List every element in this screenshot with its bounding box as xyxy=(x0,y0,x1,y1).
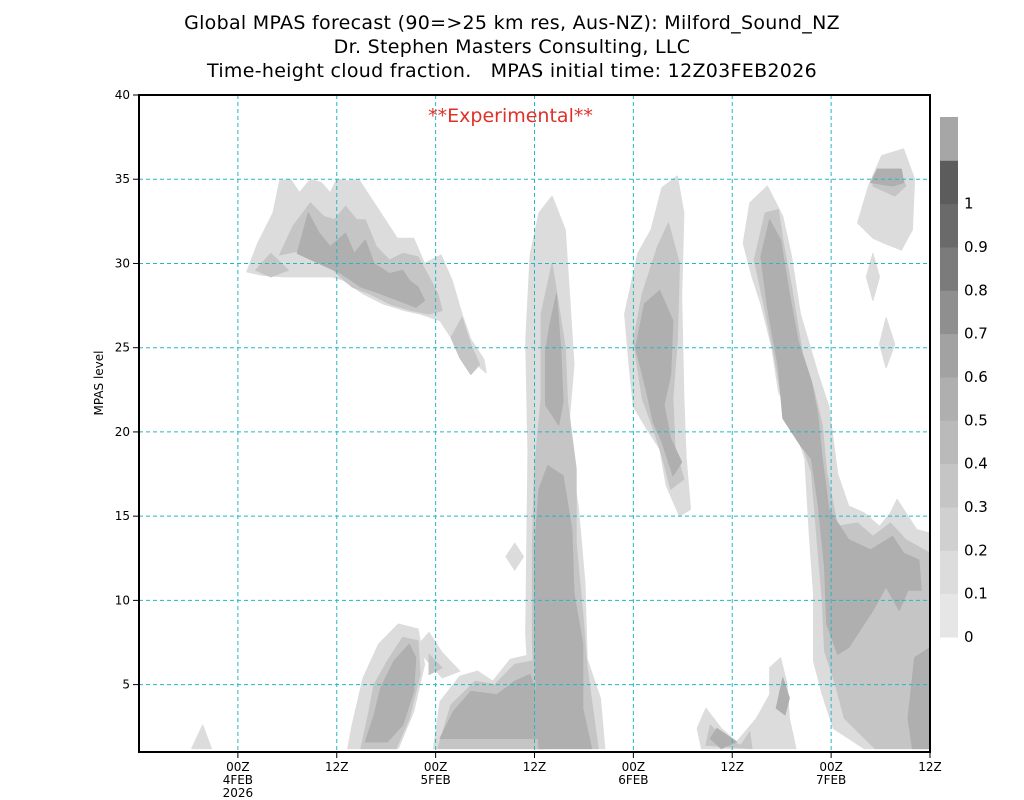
grid-lines xyxy=(139,95,930,752)
x-tick-label-6-1: 7FEB xyxy=(816,773,846,787)
cloud-region-1-0 xyxy=(255,252,289,278)
x-tick-label-0-0: 00Z xyxy=(226,760,250,774)
colorbar-label-10: 1 xyxy=(964,195,974,213)
y-tick-label-4: 25 xyxy=(115,341,130,355)
cloud-fraction-fill xyxy=(191,148,930,750)
colorbar-swatch-11 xyxy=(940,117,958,161)
cloud-region-2-9 xyxy=(907,647,930,750)
cloud-region-2-0 xyxy=(296,212,426,308)
x-tick-label-4-0: 00Z xyxy=(622,760,646,774)
colorbar-label-4: 0.4 xyxy=(964,455,988,473)
x-tick-label-6-0: 00Z xyxy=(819,760,843,774)
cloud-region-2-2 xyxy=(364,643,417,743)
colorbar-swatch-10 xyxy=(940,160,958,205)
y-tick-label-3: 20 xyxy=(115,425,130,439)
y-tick-label-2: 15 xyxy=(115,509,130,523)
y-tick-label-1: 10 xyxy=(115,593,130,607)
y-tick-label-5: 30 xyxy=(115,256,130,270)
colorbar-swatch-7 xyxy=(940,290,958,335)
y-tick-label-6: 35 xyxy=(115,172,130,186)
colorbar-label-9: 0.9 xyxy=(964,238,988,256)
cloud-region-2-10 xyxy=(775,677,790,716)
colorbar-swatch-9 xyxy=(940,203,958,248)
colorbar-swatch-8 xyxy=(940,247,958,291)
x-tick-label-4-1: 6FEB xyxy=(618,773,648,787)
chart-title-line-2: Dr. Stephen Masters Consulting, LLC xyxy=(333,36,691,58)
cloud-region-0-8 xyxy=(696,657,797,750)
x-tick-label-5-0: 12Z xyxy=(721,760,745,774)
experimental-annotation: **Experimental** xyxy=(428,105,593,127)
x-tick-label-2-0: 00Z xyxy=(424,760,448,774)
cloud-region-0-12 xyxy=(879,316,896,369)
x-tick-label-0-1: 4FEB xyxy=(223,773,253,787)
colorbar: 0 0.1 0.2 0.3 0.4 0.5 0.6 0.7 0.8 0.9 1 xyxy=(940,117,988,646)
chart-title-line-3: Time-height cloud fraction. MPAS initial… xyxy=(207,60,817,82)
colorbar-swatch-3 xyxy=(940,463,958,508)
cloud-region-2-7 xyxy=(760,219,922,655)
cloud-region-0-10 xyxy=(857,148,916,251)
colorbar-swatch-1 xyxy=(940,550,958,595)
colorbar-label-8: 0.8 xyxy=(964,281,988,299)
cloud-region-0-5 xyxy=(505,542,524,571)
colorbar-label-2: 0.2 xyxy=(964,541,988,559)
cloud-region-0-11 xyxy=(865,252,880,301)
x-tick-label-1-0: 12Z xyxy=(325,760,349,774)
colorbar-label-5: 0.5 xyxy=(964,411,988,429)
y-axis-label: MPAS level xyxy=(92,351,106,416)
y-tick-label-7: 40 xyxy=(115,88,130,102)
cloud-region-0-0 xyxy=(191,724,212,750)
cloud-region-2-6 xyxy=(709,727,738,750)
colorbar-label-6: 0.6 xyxy=(964,368,988,386)
colorbar-label-3: 0.3 xyxy=(964,498,988,516)
colorbar-label-1: 0.1 xyxy=(964,585,988,603)
colorbar-label-7: 0.7 xyxy=(964,325,988,343)
x-tick-label-3-0: 12Z xyxy=(523,760,547,774)
colorbar-label-0: 0 xyxy=(964,628,974,646)
colorbar-swatch-5 xyxy=(940,377,958,421)
cloud-region-2-4 xyxy=(545,293,564,426)
x-tick-label-7-0: 12Z xyxy=(918,760,942,774)
chart-title-line-1: Global MPAS forecast (90=>25 km res, Aus… xyxy=(184,12,840,34)
colorbar-swatch-0 xyxy=(940,593,958,638)
cloud-region-2-5 xyxy=(635,289,683,477)
x-tick-label-2-1: 5FEB xyxy=(420,773,450,787)
colorbar-swatch-4 xyxy=(940,420,958,465)
cloud-region-0-3 xyxy=(415,631,461,679)
colorbar-swatch-6 xyxy=(940,333,958,378)
y-tick-label-0: 5 xyxy=(122,678,130,692)
cloud-region-1-2 xyxy=(450,316,481,376)
cloud-region-2-8 xyxy=(870,168,905,187)
colorbar-swatch-2 xyxy=(940,507,958,551)
x-tick-label-0-2: 2026 xyxy=(223,786,254,800)
